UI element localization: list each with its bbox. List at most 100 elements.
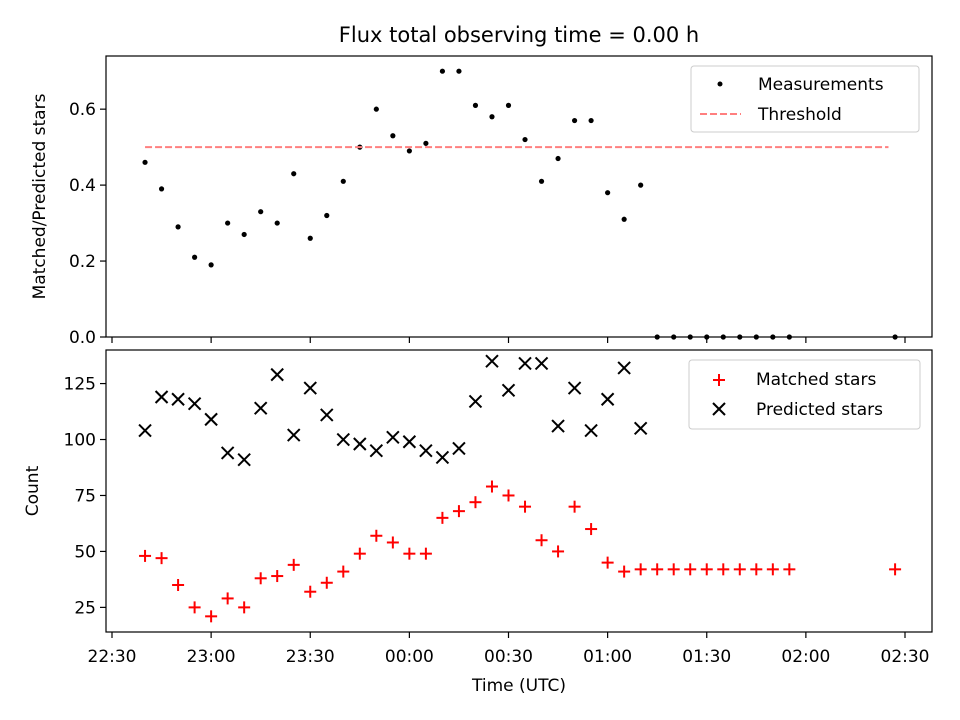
matched-stars-point — [700, 563, 713, 576]
measurements-point — [192, 254, 198, 260]
matched-stars-point — [552, 545, 565, 558]
measurements-point — [423, 140, 429, 146]
matched-stars-point — [783, 563, 796, 576]
predicted-stars-point — [220, 446, 235, 460]
matched-stars-point — [601, 556, 614, 569]
predicted-stars-point — [204, 412, 218, 427]
matched-stars-point — [651, 563, 664, 576]
figure-title: Flux total observing time = 0.00 h — [339, 23, 699, 47]
predicted-stars-point — [617, 361, 631, 375]
top-legend-box — [690, 65, 920, 133]
bottom-x-tick-label: 00:30 — [484, 647, 533, 667]
top-y-tick-label: 0.4 — [69, 176, 96, 196]
matched-stars-point — [304, 585, 317, 598]
legend-predicted-marker — [712, 402, 726, 416]
predicted-stars-point — [336, 432, 350, 447]
top-x-ticks — [111, 337, 906, 343]
matched-stars-point — [353, 547, 366, 560]
measurements-point — [258, 209, 264, 215]
predicted-stars-point — [369, 444, 384, 458]
matched-stars-point — [188, 601, 201, 614]
measurements-point — [142, 159, 148, 165]
top-y-tick-label: 0.6 — [69, 100, 96, 120]
legend-measurements-marker — [717, 81, 723, 87]
predicted-stars-point — [584, 423, 598, 438]
matched-stars-point — [287, 558, 300, 571]
matched-stars-point — [452, 505, 465, 518]
matched-stars-point — [370, 529, 383, 542]
bottom-y-ticks: 25 50 75 100 125 — [64, 375, 106, 618]
predicted-stars-point — [353, 437, 367, 451]
matched-stars-point — [889, 563, 902, 576]
measurements-point — [489, 114, 495, 120]
measurements-point — [390, 133, 396, 139]
matched-stars-point — [238, 601, 251, 614]
bottom-x-tick-label: 22:30 — [88, 647, 137, 667]
measurements-point — [439, 68, 446, 74]
measurements-point — [307, 235, 313, 241]
matched-stars-point — [634, 563, 647, 576]
matched-stars-point — [419, 547, 432, 560]
predicted-stars-point — [419, 444, 433, 458]
matched-stars-point — [535, 534, 548, 547]
matched-stars-point — [337, 565, 350, 578]
measurements-point — [472, 102, 479, 108]
bottom-x-tick-label: 02:00 — [781, 647, 830, 667]
measurements-point — [456, 68, 462, 74]
matched-stars-point — [684, 563, 697, 576]
predicted-stars-point — [171, 392, 185, 406]
matched-stars-point — [750, 563, 763, 576]
matched-stars-point — [271, 570, 284, 583]
bottom-y-tick-label: 100 — [64, 431, 96, 451]
bottom-x-tick-label: 23:00 — [187, 647, 236, 667]
predicted-stars-point — [303, 381, 317, 395]
legend-measurements-label: Measurements — [758, 75, 884, 95]
bottom-y-tick-label: 25 — [74, 598, 96, 618]
matched-stars-point — [667, 563, 680, 576]
predicted-stars-point — [138, 423, 152, 438]
matched-stars-point — [485, 480, 498, 493]
measurements-point — [588, 117, 594, 124]
matched-stars-point — [386, 536, 399, 549]
predicted-stars-point — [518, 356, 532, 371]
bottom-x-ticks: 22:30 23:00 23:30 00:00 00:30 01:00 01:30 02:00… — [88, 632, 930, 667]
predicted-stars-point — [600, 392, 615, 406]
bottom-x-tick-label: 01:30 — [682, 647, 731, 667]
measurements-point — [208, 262, 214, 268]
bottom-x-tick-label: 00:00 — [385, 647, 434, 667]
matched-stars-point — [139, 549, 152, 562]
measurements-point — [225, 220, 231, 226]
bottom-y-tick-label: 50 — [74, 542, 96, 562]
top-plot-marks — [142, 68, 898, 340]
matched-stars-point — [254, 572, 267, 585]
matched-stars-point — [766, 563, 779, 576]
measurements-point — [605, 190, 611, 196]
bottom-x-axis-label: Time (UTC) — [471, 676, 566, 696]
matched-stars-point — [221, 592, 234, 605]
predicted-stars-point — [567, 381, 582, 395]
matched-stars-point — [320, 576, 333, 589]
predicted-stars-point — [237, 452, 251, 467]
predicted-stars-point — [452, 441, 466, 456]
predicted-stars-point — [270, 367, 284, 382]
predicted-stars-point — [320, 408, 334, 422]
predicted-stars-point — [534, 356, 549, 371]
matched-stars-point — [733, 563, 746, 576]
predicted-stars-point — [187, 397, 202, 411]
matched-stars-point — [172, 579, 185, 591]
measurements-point — [340, 178, 346, 184]
bottom-panel: 25 50 75 100 125 22:30 23:00 23:30 00:00 00:30 01… — [23, 349, 933, 696]
matched-stars-point — [436, 511, 449, 524]
top-legend: Measurements Threshold — [690, 65, 920, 133]
measurements-point — [505, 102, 512, 108]
bottom-x-tick-label: 23:30 — [286, 647, 335, 667]
predicted-stars-point — [287, 428, 301, 442]
measurements-point — [555, 155, 561, 162]
measurements-point — [571, 117, 578, 124]
measurements-point — [621, 216, 627, 222]
matched-stars-point — [717, 563, 730, 576]
measurements-point — [522, 136, 528, 143]
top-y-ticks: 0.0 0.2 0.4 0.6 — [69, 100, 106, 348]
bottom-plot-marks — [138, 354, 902, 623]
